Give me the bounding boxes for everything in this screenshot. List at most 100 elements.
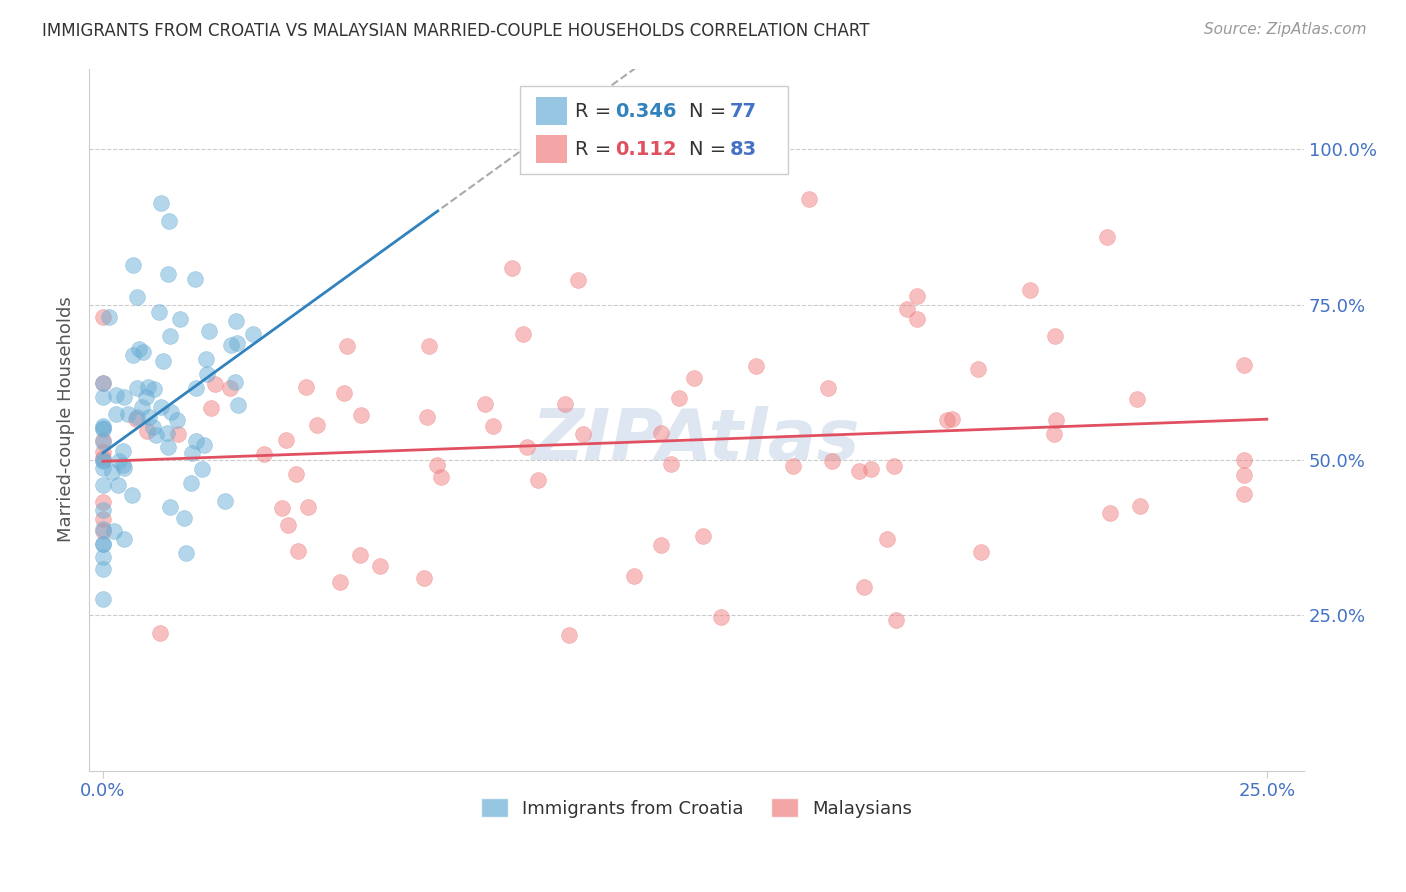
Point: [91, 390, 114, 404]
Text: ZIPAtlas: ZIPAtlas: [533, 406, 860, 475]
Point: [148, 305, 170, 319]
Text: IMMIGRANTS FROM CROATIA VS MALAYSIAN MARRIED-COUPLE HOUSEHOLDS CORRELATION CHART: IMMIGRANTS FROM CROATIA VS MALAYSIAN MAR…: [42, 22, 870, 40]
Text: 0.112: 0.112: [616, 140, 676, 159]
Point: [91, 435, 114, 450]
Point: [91, 550, 114, 565]
Point: [336, 338, 359, 352]
Point: [91, 591, 114, 606]
Point: [368, 558, 391, 573]
Point: [692, 528, 714, 542]
Point: [1129, 499, 1152, 513]
Point: [200, 401, 222, 415]
Text: R =: R =: [575, 103, 617, 121]
Point: [157, 267, 180, 281]
Point: [91, 310, 114, 324]
Point: [143, 382, 166, 396]
Point: [112, 532, 135, 546]
Point: [226, 335, 249, 350]
Point: [105, 388, 128, 402]
Point: [936, 413, 959, 427]
Point: [91, 503, 114, 517]
Point: [554, 397, 576, 411]
Point: [349, 548, 371, 562]
Point: [91, 537, 114, 551]
Point: [474, 397, 496, 411]
Point: [224, 376, 246, 390]
Point: [91, 562, 114, 576]
Point: [896, 302, 918, 317]
Point: [426, 458, 449, 472]
Point: [91, 376, 114, 391]
Point: [876, 533, 898, 547]
Point: [121, 488, 143, 502]
Y-axis label: Married-couple Households: Married-couple Households: [58, 297, 75, 542]
Point: [219, 381, 242, 395]
Point: [817, 381, 839, 395]
Point: [174, 546, 197, 560]
Point: [149, 626, 172, 640]
Bar: [536, 96, 567, 125]
Point: [157, 214, 180, 228]
Point: [108, 454, 131, 468]
Point: [1232, 358, 1254, 372]
Point: [159, 405, 181, 419]
Point: [430, 469, 453, 483]
Point: [91, 422, 114, 436]
Point: [91, 450, 114, 465]
Point: [91, 418, 114, 433]
Point: [194, 351, 217, 366]
Point: [112, 458, 135, 473]
Point: [104, 407, 127, 421]
Point: [103, 524, 125, 538]
Point: [287, 543, 309, 558]
Point: [274, 433, 297, 447]
Point: [131, 400, 153, 414]
Point: [91, 453, 114, 467]
Point: [558, 628, 581, 642]
Point: [152, 354, 174, 368]
Point: [271, 500, 294, 515]
Point: [125, 381, 148, 395]
Text: 0.346: 0.346: [616, 103, 676, 121]
Point: [91, 478, 114, 492]
Point: [710, 609, 733, 624]
Point: [905, 312, 928, 326]
Point: [744, 359, 766, 374]
Point: [142, 420, 165, 434]
Point: [797, 192, 820, 206]
Point: [225, 314, 247, 328]
Point: [184, 381, 207, 395]
Text: 83: 83: [730, 140, 756, 159]
Point: [121, 348, 143, 362]
Point: [970, 545, 993, 559]
Point: [112, 460, 135, 475]
Point: [132, 345, 155, 359]
Point: [905, 289, 928, 303]
Point: [91, 512, 114, 526]
Point: [350, 408, 373, 422]
Point: [853, 580, 876, 594]
Point: [516, 440, 538, 454]
Point: [1043, 427, 1066, 442]
Point: [1043, 329, 1066, 343]
Text: Source: ZipAtlas.com: Source: ZipAtlas.com: [1204, 22, 1367, 37]
Point: [214, 493, 236, 508]
Point: [1095, 230, 1118, 244]
Legend: Immigrants from Croatia, Malaysians: Immigrants from Croatia, Malaysians: [474, 791, 920, 825]
Point: [91, 524, 114, 538]
Point: [136, 380, 159, 394]
Point: [412, 572, 434, 586]
Point: [128, 343, 150, 357]
Point: [941, 411, 963, 425]
Point: [1045, 413, 1067, 427]
Point: [100, 465, 122, 479]
Point: [91, 421, 114, 435]
Point: [91, 460, 114, 475]
Point: [204, 377, 226, 392]
Point: [197, 324, 219, 338]
Point: [181, 446, 204, 460]
Point: [98, 310, 121, 325]
Point: [418, 338, 440, 352]
Point: [112, 391, 135, 405]
Point: [150, 196, 173, 211]
